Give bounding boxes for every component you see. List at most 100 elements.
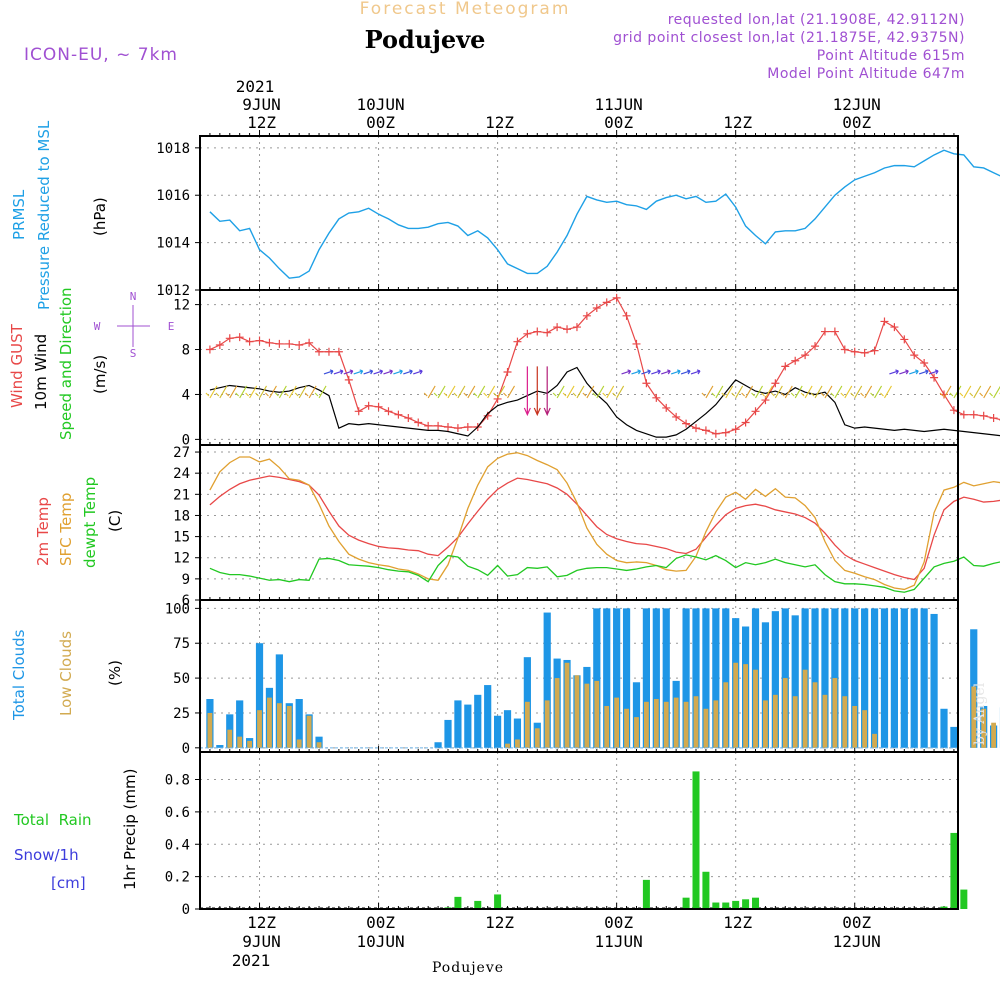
y-tick-label: 75 [173, 636, 190, 652]
total-cloud-bar [791, 615, 799, 748]
wind-direction-arrow [533, 366, 541, 417]
gust-marker [563, 325, 572, 334]
t2m-line [209, 475, 1000, 581]
low-cloud-bar [673, 697, 679, 748]
y-tick-label: 0 [182, 741, 190, 757]
gust-marker [721, 428, 730, 437]
wind-barb [731, 385, 744, 399]
wind-barb [235, 385, 248, 399]
gust-marker [503, 367, 512, 376]
rain-bar [454, 896, 462, 909]
wind-barb [602, 385, 615, 399]
clouds-panel: 0 25 50 75 100 [165, 600, 958, 757]
location-title: Podujeve [365, 25, 486, 54]
total-cloud-bar [295, 699, 303, 748]
gust-marker [652, 393, 661, 402]
wind-barb [870, 385, 883, 399]
wind-frame [199, 289, 959, 446]
wind-barb [860, 385, 873, 399]
total-cloud-bar [494, 715, 502, 748]
rain-bar [732, 900, 740, 909]
bottom-date-label: 9JUN [242, 932, 281, 951]
gust-marker [959, 410, 968, 419]
low-cloud-bar [653, 699, 659, 748]
pressure-unit: (hPa) [91, 197, 109, 236]
gust-marker [235, 333, 244, 342]
total-cloud-bar [940, 708, 948, 748]
temp-unit: (C) [106, 510, 124, 532]
total-cloud-bar [513, 718, 522, 748]
gust-marker [979, 411, 988, 420]
y-tick-label: 8 [182, 343, 190, 359]
gust-marker [900, 335, 909, 344]
rain-bar [722, 902, 730, 909]
gust-marker [315, 347, 324, 356]
gust-marker [582, 311, 591, 320]
low-cloud-bar [981, 708, 987, 748]
low-cloud-bar [713, 700, 719, 748]
gust-marker [989, 414, 998, 423]
gust-marker [682, 419, 691, 428]
wind-direction-arrow [899, 369, 909, 375]
y-tick-label: 12 [173, 298, 190, 314]
wind-direction-arrow [393, 369, 403, 375]
total-cloud-bar [474, 694, 482, 748]
rain-bar [950, 832, 958, 909]
gust-marker [424, 421, 433, 430]
wind-barb [483, 385, 496, 399]
wind-direction-arrow [641, 369, 651, 375]
total-cloud-bar [255, 643, 264, 748]
low-cloud-bar [534, 728, 540, 748]
low-cloud-bar [564, 662, 570, 748]
top-year-label: 2021 [236, 77, 275, 96]
gust-label: Wind GUST [8, 323, 26, 408]
y-tick-label: 18 [173, 508, 190, 524]
wind-barb [840, 385, 853, 399]
dewpt-line [209, 554, 1000, 593]
wind-barb [314, 385, 327, 399]
pressure-panel: 1012 1014 1016 1018 [156, 136, 958, 299]
total-cloud-bar [722, 608, 730, 748]
low-cloud-bar [842, 696, 848, 748]
total-cloud-bar [831, 608, 839, 748]
y-tick-label: 27 [173, 445, 190, 461]
bottom-date-label: 12JUN [833, 932, 881, 951]
low-cloud-bar [247, 740, 252, 748]
wind-barb [582, 385, 595, 399]
total-cloud-bar [464, 704, 472, 748]
gust-marker [920, 359, 929, 368]
wind-unit: (m/s) [91, 355, 109, 394]
wind-barb [443, 385, 456, 399]
wind-barb [423, 385, 436, 399]
low-cloud-bar [594, 680, 600, 748]
wind-barb [552, 385, 565, 399]
rain-bar [940, 906, 948, 909]
y-tick-label: 1018 [156, 141, 190, 157]
wind-barb [433, 385, 446, 399]
wind-direction-arrow [413, 369, 423, 375]
wind-direction-arrow [403, 369, 413, 375]
wind-direction-arrow [928, 369, 939, 375]
gust-marker [414, 418, 423, 427]
gust-marker [622, 311, 631, 320]
y-tick-label: 1016 [156, 188, 190, 204]
wind-barb [810, 385, 823, 399]
wind-dir-label: Speed and Direction [57, 287, 75, 440]
gust-marker [692, 424, 700, 433]
wind-barb [453, 385, 466, 399]
gust-marker [344, 375, 353, 384]
low-cloud-bar [852, 705, 858, 748]
total-cloud-bar [216, 745, 224, 748]
wind-barb [761, 385, 773, 399]
pressure-label-1: PRMSL [10, 189, 28, 240]
total-cloud-bar [613, 608, 621, 748]
compass-north: N [130, 290, 137, 303]
gust-marker [245, 337, 254, 346]
wind-barb [711, 385, 724, 399]
low-cloud-bar [624, 708, 629, 748]
snow-label: Snow/1h [14, 846, 79, 864]
wind-label: 10m Wind [32, 334, 50, 410]
gust-marker [434, 421, 443, 430]
